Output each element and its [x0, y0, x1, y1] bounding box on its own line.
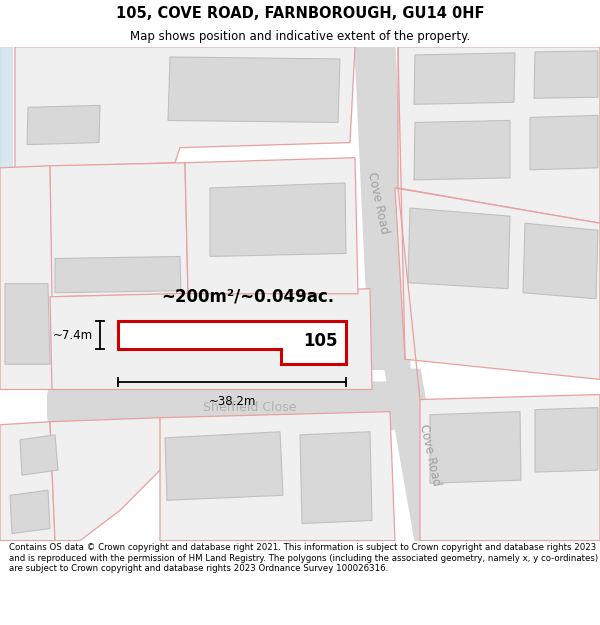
Polygon shape [420, 394, 600, 541]
Polygon shape [414, 53, 515, 104]
Polygon shape [530, 116, 598, 170]
Polygon shape [0, 47, 12, 228]
Text: 105: 105 [304, 332, 338, 350]
Polygon shape [50, 418, 165, 541]
Text: Cove Road: Cove Road [365, 171, 391, 235]
Polygon shape [414, 121, 510, 180]
Polygon shape [118, 321, 346, 364]
Text: ~38.2m: ~38.2m [208, 394, 256, 408]
Text: ~7.4m: ~7.4m [53, 329, 93, 342]
Polygon shape [27, 106, 100, 144]
Polygon shape [185, 158, 358, 294]
Polygon shape [535, 408, 598, 472]
Polygon shape [0, 422, 55, 541]
Text: ~200m²/~0.049ac.: ~200m²/~0.049ac. [161, 288, 335, 306]
Text: Map shows position and indicative extent of the property.: Map shows position and indicative extent… [130, 30, 470, 43]
Polygon shape [55, 256, 181, 293]
Polygon shape [385, 369, 450, 541]
Polygon shape [398, 47, 600, 223]
Text: Cove Road: Cove Road [417, 423, 443, 487]
Polygon shape [165, 432, 283, 501]
Polygon shape [160, 412, 395, 541]
Text: Sheffield Close: Sheffield Close [203, 401, 297, 414]
Polygon shape [408, 208, 510, 289]
Polygon shape [395, 188, 600, 379]
Polygon shape [50, 162, 188, 297]
Polygon shape [300, 432, 372, 524]
Polygon shape [0, 166, 55, 389]
Text: 105, COVE ROAD, FARNBOROUGH, GU14 0HF: 105, COVE ROAD, FARNBOROUGH, GU14 0HF [116, 6, 484, 21]
Polygon shape [210, 183, 346, 256]
Text: Contains OS data © Crown copyright and database right 2021. This information is : Contains OS data © Crown copyright and d… [9, 543, 598, 573]
Polygon shape [10, 490, 50, 534]
Polygon shape [20, 435, 58, 475]
Polygon shape [355, 47, 410, 369]
Polygon shape [5, 284, 50, 364]
FancyBboxPatch shape [47, 381, 403, 431]
Polygon shape [523, 223, 598, 299]
Polygon shape [430, 412, 521, 483]
Polygon shape [168, 57, 340, 122]
Polygon shape [15, 47, 355, 168]
Polygon shape [534, 51, 598, 98]
Polygon shape [50, 289, 372, 389]
